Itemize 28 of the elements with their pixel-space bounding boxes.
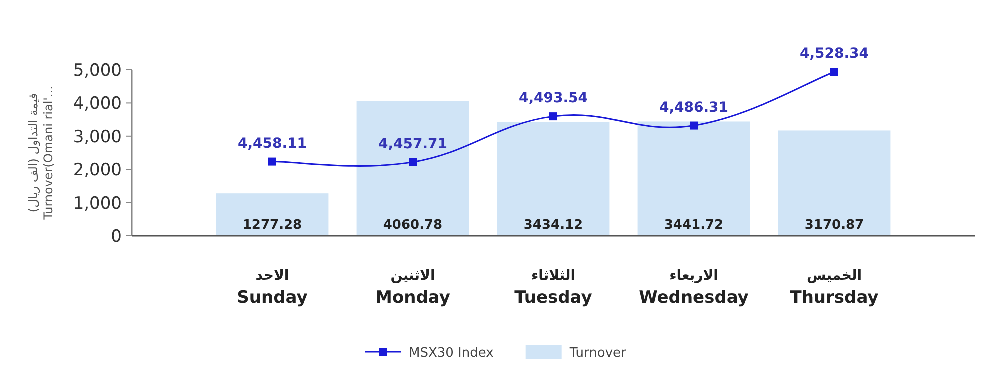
data-label: 3441.72 [664, 218, 724, 233]
point [690, 122, 698, 130]
data-label: 3434.12 [524, 218, 584, 233]
legend-label: Turnover [568, 346, 628, 361]
data-label: 3170.87 [804, 218, 864, 233]
point [268, 158, 276, 166]
data-label: 4,528.34 [800, 46, 870, 62]
point [409, 158, 417, 166]
data-label: 4,458.11 [238, 136, 308, 152]
y-tick-label: 3,000 [73, 127, 122, 148]
data-label: 4060.78 [383, 218, 443, 233]
y-tick-label: 4,000 [73, 94, 122, 114]
y-tick-label: 2,000 [73, 160, 122, 181]
bar [356, 101, 470, 236]
bar [216, 194, 329, 236]
point [830, 68, 838, 76]
legend-label: MSX30 Index [409, 346, 494, 361]
y-tick-label: 5,000 [73, 61, 122, 81]
y-tick-label: 1,000 [73, 194, 122, 214]
y-tick-label: 0 [111, 227, 122, 247]
bar [638, 122, 750, 236]
bar [497, 122, 610, 236]
data-label: 4,457.71 [378, 136, 448, 152]
point [550, 112, 558, 121]
data-label: 4,486.31 [659, 100, 729, 116]
bar [778, 130, 891, 236]
data-label: 1277.28 [242, 218, 302, 233]
data-label: 4,493.54 [518, 90, 588, 107]
